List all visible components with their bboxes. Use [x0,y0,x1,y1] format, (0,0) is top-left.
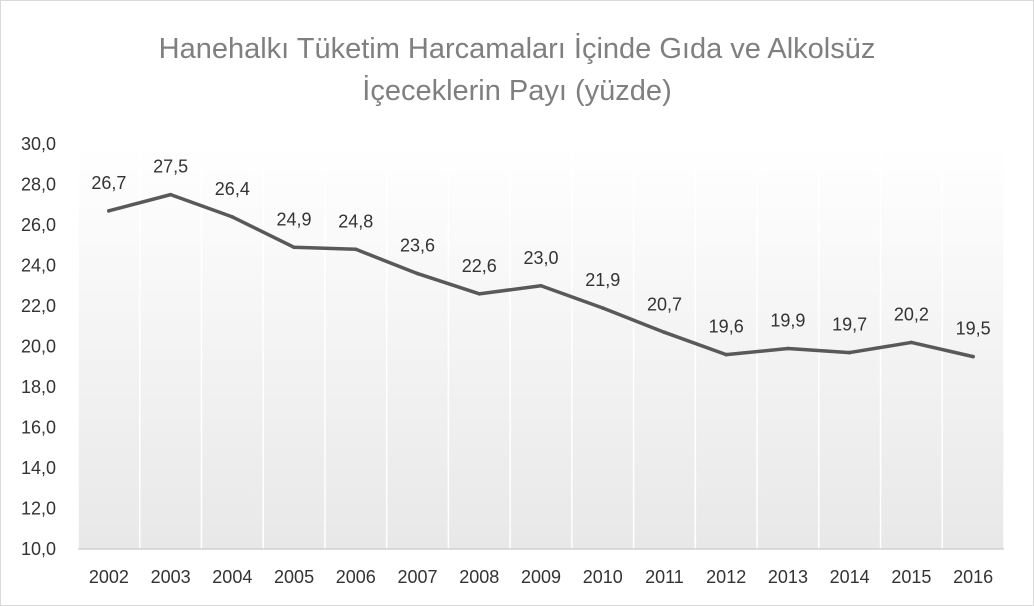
data-label: 26,4 [215,179,250,199]
data-label: 19,6 [709,317,744,337]
data-point [662,330,667,335]
data-point [909,340,914,345]
x-tick-label: 2015 [891,567,931,587]
x-tick-label: 2011 [645,567,684,587]
y-tick-label: 30,0 [21,134,56,154]
chart-title-line-2: İçeceklerin Payı (yüzde) [362,75,672,107]
data-point [971,354,975,359]
x-tick-label: 2002 [89,567,129,587]
data-point [724,352,728,357]
x-tick-label: 2007 [398,567,438,587]
data-label: 26,7 [91,173,126,193]
data-label: 19,7 [832,315,867,335]
x-tick-label: 2013 [768,567,808,587]
data-label: 21,9 [585,270,620,290]
x-tick-label: 2004 [212,567,252,587]
y-tick-label: 26,0 [21,215,56,235]
y-tick-label: 24,0 [21,256,56,276]
x-tick-label: 2016 [953,567,993,587]
x-tick-label: 2003 [151,567,191,587]
x-tick-label: 2005 [274,567,314,587]
y-axis-ticks: 10,0 12,0 14,0 16,0 18,0 20,0 22,0 24,0 26,0 28,0… [21,134,56,559]
data-label: 24,9 [277,209,312,229]
x-tick-label: 2010 [583,567,623,587]
data-label: 24,8 [338,211,373,231]
y-tick-label: 10,0 [21,539,56,559]
data-label: 20,2 [894,304,929,324]
y-tick-label: 28,0 [21,175,56,195]
y-tick-label: 20,0 [21,337,56,357]
data-point [168,192,173,197]
chart-title-line-1: Hanehalkı Tüketim Harcamaları İçinde Gıd… [158,33,876,65]
x-tick-label: 2012 [706,567,746,587]
y-tick-label: 22,0 [21,296,56,316]
data-point [230,215,235,219]
x-tick-label: 2008 [459,567,499,587]
data-labels: 26,7 27,5 26,4 24,9 24,8 23,6 22,6 23,0 21,9 20,7… [91,157,990,339]
data-point [477,292,482,296]
y-tick-label: 12,0 [21,499,56,519]
y-tick-label: 18,0 [21,377,56,397]
data-label: 20,7 [647,294,682,314]
gridlines [77,144,1005,549]
x-tick-label: 2009 [521,567,561,587]
data-label: 19,5 [956,319,991,339]
y-tick-label: 16,0 [21,418,56,438]
data-point [107,209,111,213]
data-label: 19,9 [770,311,805,331]
data-point [415,271,420,276]
data-point [786,346,790,351]
plot-area [78,144,1004,549]
data-point [292,245,296,250]
x-tick-label: 2014 [830,567,870,587]
x-tick-label: 2006 [336,567,376,587]
data-label: 23,0 [523,248,558,268]
data-point [847,350,852,355]
x-axis-ticks: 2002 2003 2004 2005 2006 2007 2008 2009 2010 2011… [89,567,993,587]
data-label: 27,5 [153,157,188,177]
y-tick-label: 14,0 [21,458,56,478]
data-point [600,306,605,310]
data-point [539,283,543,288]
chart-title: Hanehalkı Tüketim Harcamaları İçinde Gıd… [0,28,1034,112]
data-point [354,247,358,252]
series-layer [107,192,975,359]
data-label: 23,6 [400,236,435,256]
data-label: 22,6 [462,256,497,276]
